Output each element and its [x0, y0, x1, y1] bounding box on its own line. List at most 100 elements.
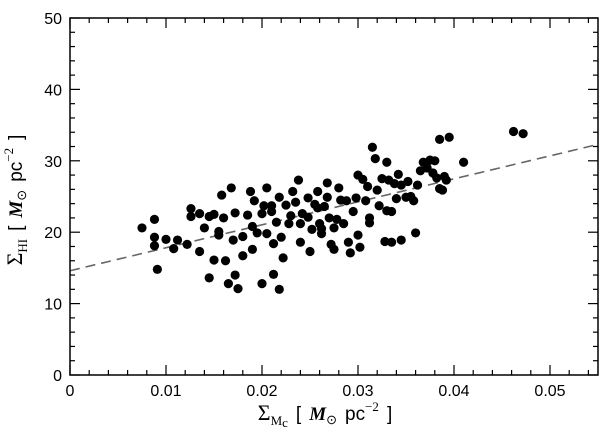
y-tick-label: 30	[44, 154, 62, 171]
data-point	[441, 175, 451, 185]
data-point	[324, 213, 334, 223]
data-point	[257, 209, 267, 219]
data-point	[252, 228, 262, 238]
x-label-open: [	[296, 404, 302, 425]
data-point	[274, 284, 284, 294]
data-point	[199, 223, 209, 233]
ticks-layer	[69, 17, 598, 376]
data-point	[267, 206, 277, 217]
y-label-subsub: I	[15, 239, 30, 243]
y-tick-label: 10	[44, 297, 62, 314]
data-point	[409, 196, 419, 206]
data-point	[319, 201, 329, 212]
data-point	[459, 157, 469, 167]
data-point	[149, 241, 160, 251]
data-point	[284, 219, 294, 229]
y-axis-label: ΣHI [M⊙ pc−2]	[1, 135, 30, 266]
data-point	[291, 197, 301, 207]
y-tick-label: 40	[44, 82, 62, 99]
points-layer	[137, 126, 528, 294]
data-point	[172, 235, 183, 245]
y-label-close: ]	[6, 135, 27, 140]
data-point	[372, 185, 382, 195]
data-point	[305, 246, 315, 257]
data-point	[380, 236, 390, 247]
data-point	[353, 230, 363, 240]
data-point	[444, 132, 454, 142]
y-tick-label: 20	[44, 225, 62, 242]
x-label-close: ]	[387, 404, 392, 425]
fit-line-layer	[69, 143, 599, 272]
data-point	[288, 186, 298, 197]
data-point	[149, 214, 160, 224]
x-tick-label: 0.05	[534, 383, 565, 400]
data-point	[430, 156, 440, 166]
x-label-m: M	[308, 404, 327, 425]
data-point	[374, 201, 384, 211]
data-point	[339, 219, 349, 229]
data-point	[432, 173, 442, 183]
data-point	[358, 174, 368, 184]
data-point	[238, 231, 248, 242]
data-point	[186, 204, 196, 214]
x-tick-label: 0.02	[246, 383, 277, 400]
x-tick-label: 0.01	[150, 383, 181, 400]
y-label-m: M	[6, 200, 27, 219]
data-point	[437, 185, 448, 195]
data-point	[230, 208, 240, 218]
data-point	[412, 180, 423, 190]
x-label-unit: pc	[345, 404, 365, 425]
data-point	[209, 255, 219, 265]
data-point	[334, 183, 344, 193]
data-point	[182, 239, 192, 249]
data-point	[393, 169, 403, 179]
tick-labels-layer: 0 0.01 0.02 0.03 0.04 0.05 0 10 20 30 40 50	[44, 11, 565, 400]
data-point	[268, 269, 279, 279]
data-point	[387, 206, 397, 217]
data-point	[382, 157, 392, 167]
data-point	[161, 234, 171, 244]
data-point	[322, 178, 332, 188]
data-point	[508, 126, 519, 137]
data-point	[295, 237, 305, 247]
x-label-sigma: Σ	[258, 400, 271, 425]
y-tick-label: 0	[53, 368, 62, 385]
data-point	[230, 270, 240, 280]
data-point	[223, 279, 233, 289]
data-point	[332, 214, 342, 224]
data-point	[217, 190, 227, 200]
x-tick-label: 0	[66, 383, 75, 400]
data-point	[295, 219, 305, 229]
data-point	[316, 224, 327, 234]
data-point	[243, 210, 253, 220]
data-point	[195, 209, 205, 219]
data-point	[204, 273, 214, 283]
data-point	[276, 232, 286, 242]
y-label-sun: ⊙	[14, 190, 29, 201]
data-point	[169, 244, 179, 254]
x-label-sun: ⊙	[326, 412, 337, 427]
data-point	[364, 218, 375, 228]
data-point	[257, 279, 267, 289]
data-point	[351, 193, 361, 203]
data-point	[403, 176, 413, 187]
data-point	[249, 196, 259, 206]
x-label-subsub: c	[282, 415, 288, 430]
data-point	[152, 264, 162, 274]
x-axis-label: ΣMc[M⊙ pc−2]	[258, 399, 392, 430]
data-point	[313, 186, 323, 197]
data-point	[370, 154, 380, 164]
data-point	[435, 134, 445, 144]
x-label-exp: −2	[365, 399, 379, 414]
data-point	[233, 284, 243, 294]
data-point	[274, 192, 284, 202]
data-point	[226, 183, 236, 193]
data-point	[186, 211, 196, 222]
y-label-sub: H	[15, 243, 30, 252]
data-point	[286, 211, 296, 221]
data-point	[363, 181, 373, 192]
y-label-open: [	[6, 225, 27, 231]
data-point	[329, 244, 339, 254]
x-tick-label: 0.04	[438, 383, 469, 400]
